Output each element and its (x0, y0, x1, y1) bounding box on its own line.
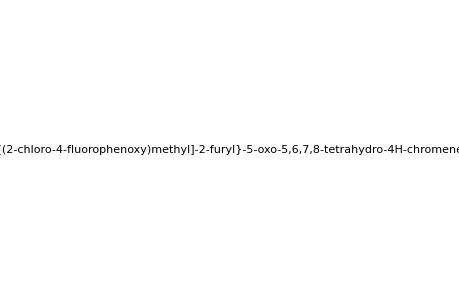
Text: 2-amino-4-{5-[(2-chloro-4-fluorophenoxy)methyl]-2-furyl}-5-oxo-5,6,7,8-tetrahydr: 2-amino-4-{5-[(2-chloro-4-fluorophenoxy)… (0, 145, 459, 155)
